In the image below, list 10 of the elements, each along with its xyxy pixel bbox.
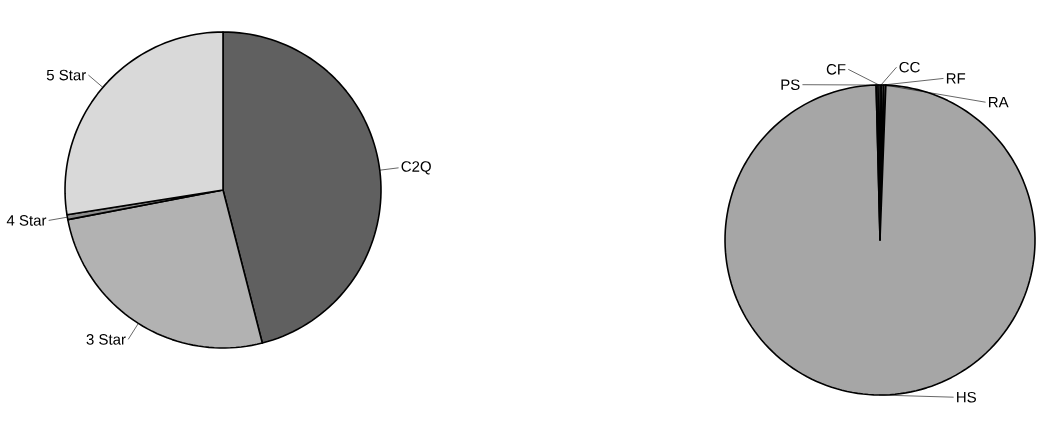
- slice-label: 3 Star: [86, 334, 126, 345]
- slice-label: 5 Star: [46, 69, 86, 81]
- slice-label: CF: [826, 64, 846, 75]
- slice-label: 4 Star: [6, 215, 47, 226]
- slice-label: RA: [989, 97, 1009, 108]
- slice-label: HS: [957, 391, 976, 403]
- slice-label: RF: [946, 73, 966, 84]
- slice-label: C2Q: [401, 161, 431, 175]
- slice-label: CC: [899, 61, 920, 73]
- slice-label: PS: [781, 79, 800, 90]
